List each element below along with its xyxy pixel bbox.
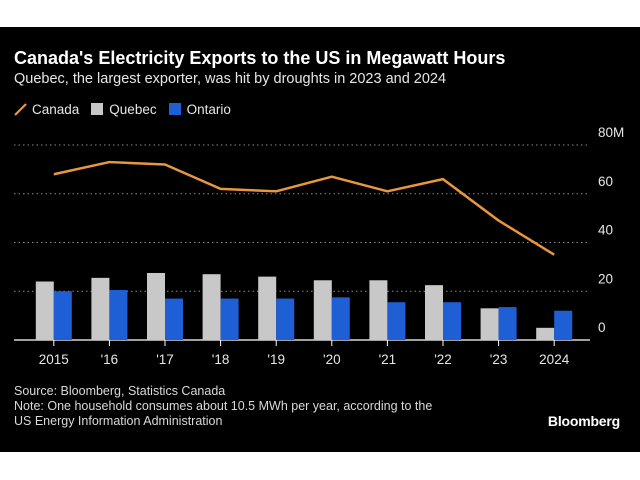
x-tick-label: '22	[434, 352, 452, 367]
bar-ontario	[220, 298, 239, 340]
legend-swatch-canada	[14, 102, 27, 116]
legend-item-quebec: Quebec	[91, 101, 157, 117]
bar-quebec	[202, 274, 221, 340]
bar-quebec	[91, 277, 110, 340]
x-tick-label: '19	[267, 352, 285, 367]
bar-quebec	[425, 285, 443, 340]
bloomberg-logo: Bloomberg	[547, 413, 620, 429]
bar-quebec	[147, 272, 165, 340]
legend-swatch-ontario	[168, 103, 181, 115]
x-tick-label: '18	[212, 352, 230, 367]
bar-ontario	[109, 290, 128, 340]
y-tick-label: 40	[598, 223, 613, 238]
y-tick-label: 80M	[598, 125, 624, 140]
x-tick-label: '20	[323, 352, 341, 367]
bar-ontario	[331, 297, 350, 340]
bar-quebec	[369, 280, 388, 340]
x-tick-label: '21	[379, 352, 397, 367]
legend-label-quebec: Quebec	[109, 101, 157, 117]
bar-quebec	[480, 308, 499, 340]
bar-ontario	[165, 298, 183, 340]
x-tick-label: 2024	[539, 352, 570, 367]
chart-panel: Canada's Electricity Exports to the US i…	[0, 27, 640, 452]
bar-quebec	[35, 281, 54, 340]
bar-ontario	[498, 307, 517, 340]
legend: Canada Quebec Ontario	[14, 100, 243, 118]
legend-item-ontario: Ontario	[168, 101, 231, 117]
y-tick-label: 60	[598, 174, 613, 189]
bar-quebec	[536, 327, 555, 340]
y-tick-label: 0	[598, 320, 606, 335]
chart-title: Canada's Electricity Exports to the US i…	[14, 48, 506, 68]
bar-quebec	[313, 280, 332, 340]
bar-ontario	[53, 291, 72, 340]
source-note: Source: Bloomberg, Statistics Canada	[14, 384, 226, 398]
legend-item-canada: Canada	[14, 102, 79, 117]
plot-area: 80M 60 40 20 0 2015 '16 '17 '18 '19 '20 '21 '22 '23 20…	[14, 125, 624, 367]
legend-swatch-quebec	[91, 103, 104, 115]
household-note-line-1: Note: One household consumes about 10.5 …	[14, 399, 433, 413]
x-tick-label: 2015	[39, 352, 69, 367]
legend-label-ontario: Ontario	[186, 101, 231, 117]
legend-label-canada: Canada	[32, 101, 80, 117]
x-tick-label: '17	[156, 352, 174, 367]
chart-subtitle: Quebec, the largest exporter, was hit by…	[14, 71, 447, 87]
bar-ontario	[276, 298, 295, 340]
x-tick-label: '16	[101, 352, 119, 367]
bar-ontario	[443, 302, 461, 340]
bar-ontario	[554, 310, 573, 340]
y-tick-label: 20	[598, 271, 613, 286]
bar-quebec	[258, 276, 277, 340]
bar-ontario	[387, 302, 406, 340]
line-canada	[53, 160, 555, 256]
footnotes: Source: Bloomberg, Statistics Canada Not…	[14, 384, 432, 429]
household-note-line-2: US Energy Information Administration	[14, 414, 223, 428]
x-tick-label: '23	[490, 352, 508, 367]
